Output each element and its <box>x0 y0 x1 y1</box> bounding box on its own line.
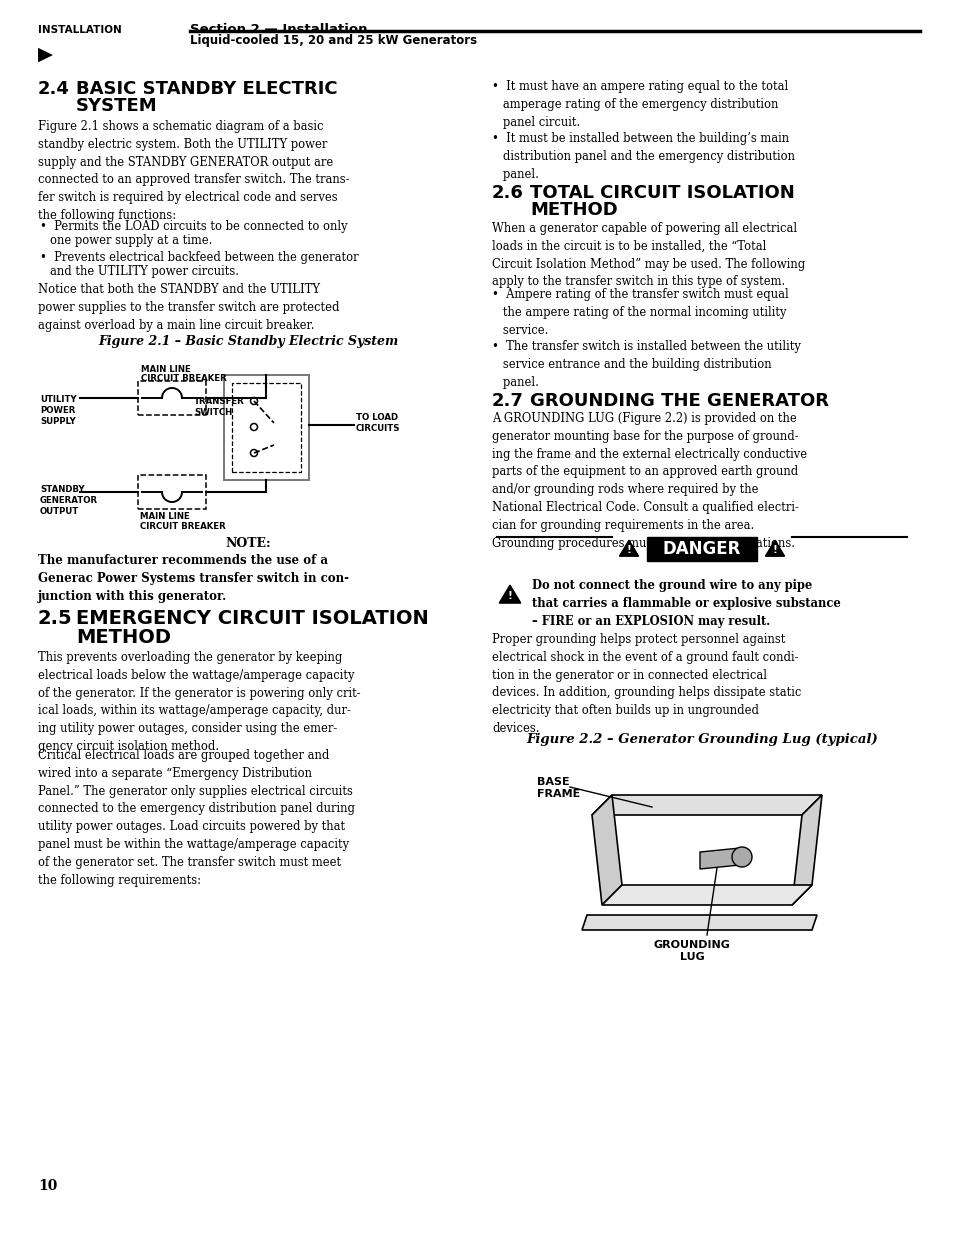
Text: NOTE:: NOTE: <box>225 537 271 550</box>
Text: UTILITY
POWER
SUPPLY: UTILITY POWER SUPPLY <box>40 395 76 426</box>
Text: 2.6: 2.6 <box>492 184 523 203</box>
Text: •  The transfer switch is installed between the utility
   service entrance and : • The transfer switch is installed betwe… <box>492 340 800 389</box>
Text: BASIC STANDBY ELECTRIC: BASIC STANDBY ELECTRIC <box>76 80 337 98</box>
Polygon shape <box>592 795 621 905</box>
Text: EMERGENCY CIRCUIT ISOLATION: EMERGENCY CIRCUIT ISOLATION <box>76 609 428 629</box>
Text: TO LOAD
CIRCUITS: TO LOAD CIRCUITS <box>355 412 400 433</box>
Text: This prevents overloading the generator by keeping
electrical loads below the wa: This prevents overloading the generator … <box>38 651 360 753</box>
Text: When a generator capable of powering all electrical
loads in the circuit is to b: When a generator capable of powering all… <box>492 222 804 289</box>
Polygon shape <box>581 915 816 930</box>
Text: •  It must be installed between the building’s main
   distribution panel and th: • It must be installed between the build… <box>492 132 794 180</box>
Text: Critical electrical loads are grouped together and
wired into a separate “Emerge: Critical electrical loads are grouped to… <box>38 748 355 887</box>
Polygon shape <box>592 795 821 815</box>
Polygon shape <box>791 795 821 905</box>
Text: CIRCUIT BREAKER: CIRCUIT BREAKER <box>141 374 227 383</box>
Polygon shape <box>618 540 638 556</box>
Polygon shape <box>700 848 740 869</box>
Bar <box>138 382 206 415</box>
Text: !: ! <box>507 592 512 601</box>
Text: SYSTEM: SYSTEM <box>76 98 157 115</box>
Text: Proper grounding helps protect personnel against
electrical shock in the event o: Proper grounding helps protect personnel… <box>492 634 801 735</box>
Text: A GROUNDING LUG (Figure 2.2) is provided on the
generator mounting base for the : A GROUNDING LUG (Figure 2.2) is provided… <box>492 412 806 550</box>
Text: Notice that both the STANDBY and the UTILITY
power supplies to the transfer swit: Notice that both the STANDBY and the UTI… <box>38 283 339 332</box>
Text: •  Ampere rating of the transfer switch must equal
   the ampere rating of the n: • Ampere rating of the transfer switch m… <box>492 288 788 337</box>
Text: Figure 2.2 – Generator Grounding Lug (typical): Figure 2.2 – Generator Grounding Lug (ty… <box>525 734 877 746</box>
Circle shape <box>731 847 751 867</box>
Text: !: ! <box>772 545 777 555</box>
Bar <box>646 537 757 561</box>
Polygon shape <box>764 540 783 556</box>
Text: BASE
FRAME: BASE FRAME <box>537 777 579 799</box>
Text: 10: 10 <box>38 1179 57 1193</box>
Text: DANGER: DANGER <box>662 540 740 558</box>
Text: 2.7: 2.7 <box>492 391 523 410</box>
Text: TOTAL CIRCUIT ISOLATION: TOTAL CIRCUIT ISOLATION <box>530 184 794 203</box>
Text: Do not connect the ground wire to any pipe
that carries a flammable or explosive: Do not connect the ground wire to any pi… <box>532 579 840 627</box>
Bar <box>224 375 309 480</box>
Text: STANDBY
GENERATOR
OUTPUT: STANDBY GENERATOR OUTPUT <box>40 485 98 516</box>
Text: !: ! <box>626 545 631 555</box>
Bar <box>138 475 206 509</box>
Text: MAIN LINE: MAIN LINE <box>141 366 191 374</box>
Text: ▶: ▶ <box>38 44 53 64</box>
Bar <box>232 383 301 472</box>
Text: Section 2 — Installation: Section 2 — Installation <box>190 23 367 36</box>
Text: 2.5: 2.5 <box>38 609 72 629</box>
Text: •  Prevents electrical backfeed between the generator: • Prevents electrical backfeed between t… <box>40 251 358 264</box>
Text: 2.4: 2.4 <box>38 80 70 98</box>
Text: Liquid-cooled 15, 20 and 25 kW Generators: Liquid-cooled 15, 20 and 25 kW Generator… <box>190 35 476 47</box>
Text: and the UTILITY power circuits.: and the UTILITY power circuits. <box>50 266 239 278</box>
Text: one power supply at a time.: one power supply at a time. <box>50 233 213 247</box>
Text: INSTALLATION: INSTALLATION <box>38 25 122 35</box>
Text: Figure 2.1 – Basic Standby Electric System: Figure 2.1 – Basic Standby Electric Syst… <box>98 335 397 348</box>
Text: •  Permits the LOAD circuits to be connected to only: • Permits the LOAD circuits to be connec… <box>40 220 347 233</box>
Polygon shape <box>498 585 520 603</box>
Text: Figure 2.1 shows a schematic diagram of a basic
standby electric system. Both th: Figure 2.1 shows a schematic diagram of … <box>38 120 349 222</box>
Text: GROUNDING THE GENERATOR: GROUNDING THE GENERATOR <box>530 391 828 410</box>
Polygon shape <box>601 885 811 905</box>
Text: MAIN LINE
CIRCUIT BREAKER: MAIN LINE CIRCUIT BREAKER <box>140 513 226 531</box>
Text: GROUNDING
LUG: GROUNDING LUG <box>653 940 730 962</box>
Text: TRANSFER
SWITCH: TRANSFER SWITCH <box>193 396 245 417</box>
Text: •  It must have an ampere rating equal to the total
   amperage rating of the em: • It must have an ampere rating equal to… <box>492 80 787 128</box>
Text: METHOD: METHOD <box>530 201 618 219</box>
Text: The manufacturer recommends the use of a
Generac Power Systems transfer switch i: The manufacturer recommends the use of a… <box>38 555 349 603</box>
Text: METHOD: METHOD <box>76 629 171 647</box>
